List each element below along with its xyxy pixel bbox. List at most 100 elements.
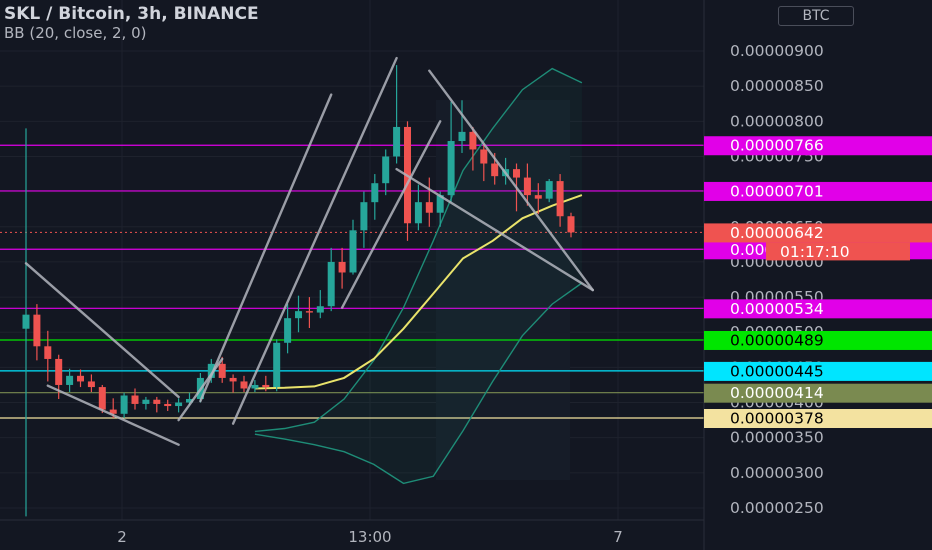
level-label-text: 0.00000701 (730, 182, 824, 200)
candle (534, 183, 542, 215)
candle (349, 219, 357, 275)
candle-body (175, 402, 183, 407)
candle-body (316, 306, 324, 313)
level-label-bg (704, 181, 932, 201)
candle (469, 126, 477, 171)
candle-body (229, 377, 237, 382)
trendline (231, 56, 398, 425)
bb-lower-line (254, 282, 583, 485)
candle-body (545, 181, 553, 199)
level-label: 0.00000378 (704, 409, 932, 428)
x-tick-label: 7 (613, 528, 623, 546)
last-price-label-text: 0.00000642 (730, 224, 824, 242)
candle-body (480, 149, 488, 164)
candle (556, 174, 564, 227)
trendline (395, 167, 594, 292)
level-label-bg (704, 361, 932, 381)
candle-body (393, 126, 401, 157)
candle (229, 374, 237, 393)
candle-body (513, 169, 520, 178)
trendline (46, 384, 180, 446)
candle (175, 398, 183, 413)
candle-body (469, 131, 477, 150)
candle-body (491, 163, 499, 177)
range-shade (436, 100, 570, 480)
candle (360, 191, 368, 248)
level-label: 0.00000489 (704, 330, 932, 350)
level-label-bg (704, 136, 932, 156)
candle-body (425, 202, 433, 213)
candle-body (338, 261, 346, 273)
candle (262, 375, 270, 392)
candle (567, 212, 575, 238)
trendline (428, 69, 594, 292)
last-price-label-bg (704, 223, 932, 243)
bb-basis-line (254, 194, 583, 390)
candle-body (534, 195, 542, 199)
candle-body (66, 375, 74, 385)
candle-body (109, 409, 117, 414)
candle (44, 330, 52, 382)
level-label-bg (704, 409, 932, 428)
bb-upper-line (254, 67, 583, 433)
candle-body (142, 399, 150, 404)
candle (153, 396, 161, 413)
trendlines (24, 56, 594, 446)
candle-body (33, 314, 41, 347)
y-tick-label: 0.00000900 (730, 42, 824, 60)
indicator-legend[interactable]: BB (20, close, 2, 0) (4, 24, 147, 42)
trendline (340, 120, 442, 309)
candle (273, 339, 281, 392)
candle-body (207, 363, 215, 378)
level-label: 0.00000701 (704, 181, 932, 201)
level-label-bg (704, 330, 932, 350)
candle-body (240, 381, 248, 389)
y-tick-label: 0.00000300 (730, 464, 824, 482)
level-label-text: 0.00000414 (730, 384, 824, 402)
candle-body (382, 156, 390, 184)
candle-body (458, 131, 466, 142)
candle-body (120, 395, 128, 414)
level-label: 0.00000766 (704, 136, 932, 156)
candle (480, 143, 488, 182)
candle-body (273, 342, 281, 388)
candle (305, 297, 313, 329)
candle-body (98, 387, 106, 410)
x-axis: 2 13:00 7 (0, 519, 704, 546)
y-axis: 0.000002500.000003000.000003500.00000400… (703, 0, 824, 550)
level-label: 0.00000414 (704, 383, 932, 403)
candle (251, 380, 259, 392)
bollinger-bands (254, 67, 583, 485)
candle (393, 65, 401, 164)
candle (240, 375, 248, 392)
candle-body (567, 216, 575, 233)
candle-body (77, 375, 84, 382)
currency-button[interactable]: BTC (778, 6, 854, 26)
level-label-text: 0.00000534 (730, 300, 824, 318)
level-label: 0.00000534 (704, 299, 932, 319)
candle (447, 101, 455, 203)
candle-body (131, 395, 139, 404)
x-tick-label: 2 (117, 528, 127, 546)
countdown-bg (766, 242, 910, 261)
candle-body (327, 261, 335, 307)
level-label-text: 0.00000445 (730, 362, 824, 380)
candle (22, 128, 30, 517)
candlesticks (22, 65, 575, 517)
candle (382, 149, 390, 196)
candle-body (414, 202, 422, 224)
y-tick-label: 0.00000350 (730, 429, 824, 447)
x-tick-label: 13:00 (348, 528, 391, 546)
candle-body (55, 358, 63, 385)
candle (98, 384, 106, 414)
candle (436, 191, 444, 227)
candle (207, 358, 215, 383)
candle-body (262, 384, 270, 388)
candle-body (556, 181, 564, 217)
y-tick-label: 0.00000850 (730, 77, 824, 95)
candle-body (295, 311, 302, 319)
countdown-label: 01:17:10 (766, 242, 910, 261)
candle-body (523, 177, 531, 196)
candle (338, 247, 346, 289)
